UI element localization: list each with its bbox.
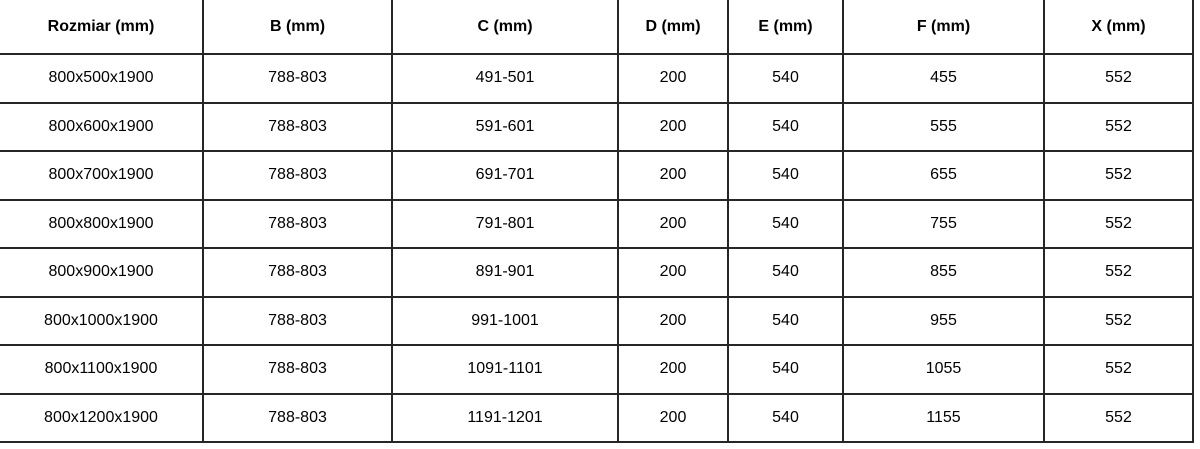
table-cell: 788-803 [202,150,393,201]
table-cell: 800x900x1900 [0,247,204,298]
table-cell: 800x800x1900 [0,198,204,249]
table-row: 800x600x1900 788-803 591-601 200 540 555 552 [0,101,1194,152]
header-row: Rozmiar (mm) B (mm) C (mm) D (mm) E (mm) F (m… [0,0,1194,55]
table-cell: 540 [727,101,844,152]
column-header-2: C (mm) [391,0,619,55]
table-cell: 800x600x1900 [0,101,204,152]
column-header-3: D (mm) [617,0,729,55]
table-cell: 552 [1043,295,1194,346]
table-cell: 800x1000x1900 [0,295,204,346]
table-cell: 788-803 [202,198,393,249]
table-cell: 540 [727,392,844,443]
table-cell: 552 [1043,101,1194,152]
table-row: 800x700x1900 788-803 691-701 200 540 655 552 [0,150,1194,201]
table-cell: 200 [617,295,729,346]
table-cell: 552 [1043,150,1194,201]
table-cell: 788-803 [202,101,393,152]
table-cell: 955 [842,295,1045,346]
table-cell: 855 [842,247,1045,298]
table-row: 800x1200x1900 788-803 1191-1201 200 540 1155 5… [0,392,1194,443]
table-cell: 540 [727,53,844,104]
table-cell: 891-901 [391,247,619,298]
table-cell: 655 [842,150,1045,201]
table-cell: 800x1100x1900 [0,344,204,395]
table-cell: 552 [1043,198,1194,249]
table-cell: 1091-1101 [391,344,619,395]
table-row: 800x500x1900 788-803 491-501 200 540 455 552 [0,53,1194,104]
table-cell: 552 [1043,53,1194,104]
table-row: 800x1100x1900 788-803 1091-1101 200 540 1055 5… [0,344,1194,395]
table-cell: 991-1001 [391,295,619,346]
table-cell: 552 [1043,392,1194,443]
table-cell: 540 [727,344,844,395]
table-cell: 800x1200x1900 [0,392,204,443]
column-header-4: E (mm) [727,0,844,55]
table-cell: 791-801 [391,198,619,249]
table-cell: 788-803 [202,247,393,298]
table-cell: 1191-1201 [391,392,619,443]
table-cell: 200 [617,53,729,104]
column-header-1: B (mm) [202,0,393,55]
table-row: 800x1000x1900 788-803 991-1001 200 540 955 552 [0,295,1194,346]
table-cell: 788-803 [202,53,393,104]
table-row: 800x800x1900 788-803 791-801 200 540 755 552 [0,198,1194,249]
table-cell: 788-803 [202,344,393,395]
table-cell: 1155 [842,392,1045,443]
table-cell: 555 [842,101,1045,152]
table-cell: 200 [617,198,729,249]
table-cell: 591-601 [391,101,619,152]
table-cell: 200 [617,247,729,298]
table-cell: 200 [617,101,729,152]
table-cell: 491-501 [391,53,619,104]
table-cell: 788-803 [202,392,393,443]
table-cell: 455 [842,53,1045,104]
table-cell: 1055 [842,344,1045,395]
column-header-6: X (mm) [1043,0,1194,55]
table-body: 800x500x1900 788-803 491-501 200 540 455 552 80… [0,53,1194,443]
table-cell: 552 [1043,247,1194,298]
table-cell: 540 [727,295,844,346]
table-row: 800x900x1900 788-803 891-901 200 540 855 552 [0,247,1194,298]
table-cell: 755 [842,198,1045,249]
table-cell: 788-803 [202,295,393,346]
table-cell: 200 [617,344,729,395]
table-cell: 200 [617,392,729,443]
table-cell: 200 [617,150,729,201]
table-cell: 800x500x1900 [0,53,204,104]
table-cell: 540 [727,198,844,249]
table-cell: 540 [727,247,844,298]
table-cell: 540 [727,150,844,201]
table-cell: 800x700x1900 [0,150,204,201]
table-cell: 552 [1043,344,1194,395]
table-cell: 691-701 [391,150,619,201]
column-header-0: Rozmiar (mm) [0,0,204,55]
column-header-5: F (mm) [842,0,1045,55]
